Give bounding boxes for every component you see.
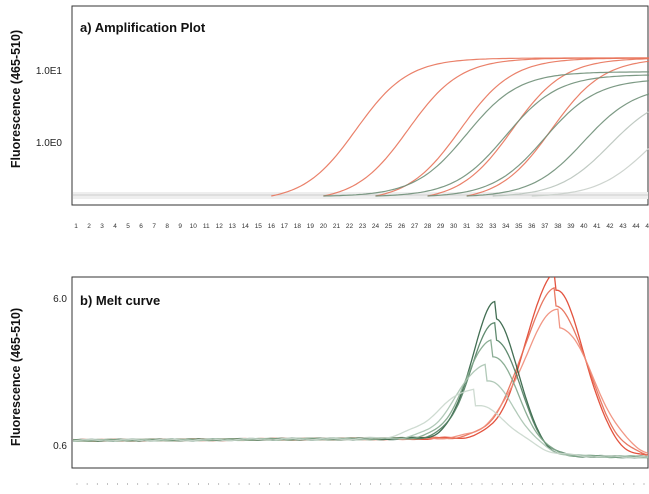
amplification-x-tick-label: 4	[113, 223, 117, 230]
amplification-x-tick-label: 5	[126, 223, 130, 230]
amplification-x-tick-label: 26	[398, 223, 406, 230]
amplification-x-tick-label: 41	[593, 223, 601, 230]
amplification-x-tick-label: 45	[645, 223, 649, 230]
amplification-x-tick-label: 35	[515, 223, 523, 230]
amplification-x-tick-label: 11	[203, 223, 210, 230]
amplification-x-tick-label: 25	[385, 223, 393, 230]
amplification-x-tick-label: 6	[139, 223, 143, 230]
amplification-x-tick-label: 43	[619, 223, 627, 230]
melt-y-tick-upper: 6.0	[53, 294, 67, 305]
amplification-x-tick-label: 36	[528, 223, 536, 230]
amplification-series-line	[323, 71, 649, 197]
amplification-x-tick-label: 19	[307, 223, 315, 230]
amplification-x-tick-label: 15	[255, 223, 263, 230]
amplification-x-tick-label: 12	[216, 223, 224, 230]
amplification-series-line	[375, 57, 649, 197]
amplification-x-tick-label: 28	[424, 223, 432, 230]
amplification-x-tick-label: 20	[320, 223, 328, 230]
amplification-plot-title: a) Amplification Plot	[80, 20, 206, 35]
amplification-x-tick-label: 16	[268, 223, 276, 230]
amplification-x-tick-label: 27	[411, 223, 419, 230]
amplification-series-line	[492, 110, 649, 197]
amplification-x-tick-label: 39	[567, 223, 575, 230]
melt-series-line	[72, 388, 648, 459]
amplification-x-tick-label: 34	[502, 223, 510, 230]
amplification-x-tick-label: 33	[489, 223, 497, 230]
amplification-series-line	[427, 58, 649, 197]
amplification-x-tick-label: 23	[359, 223, 367, 230]
amplification-series-line	[466, 60, 649, 197]
melt-series-line	[72, 363, 649, 459]
melt-curve-title: b) Melt curve	[80, 293, 161, 308]
amplification-x-tick-label: 31	[463, 223, 471, 230]
amplification-x-tick-label: 44	[632, 223, 640, 230]
amplification-x-tick-label: 38	[554, 223, 562, 230]
amplification-x-tick-label: 29	[437, 223, 445, 230]
amplification-x-tick-label: 22	[346, 223, 354, 230]
amplification-x-tick-label: 9	[178, 223, 182, 230]
amplification-x-tick-label: 2	[87, 223, 91, 230]
melt-plot-frame	[71, 276, 649, 469]
amplification-x-tick-label: 3	[100, 223, 104, 230]
amplification-y-tick-upper: 1.0E1	[35, 66, 62, 77]
amplification-x-tick-label: 7	[152, 223, 156, 230]
amplification-series-line	[466, 93, 649, 197]
amplification-x-tick-label: 18	[294, 223, 302, 230]
amplification-x-tick-label: 30	[450, 223, 458, 230]
amplification-series-line	[375, 74, 649, 197]
amplification-x-tick-label: 40	[580, 223, 588, 230]
amplification-x-tick-label: 13	[229, 223, 237, 230]
amplification-x-tick-label: 21	[333, 223, 341, 230]
amplification-x-tick-label: 42	[606, 223, 614, 230]
amplification-x-tick-label: 1	[74, 223, 78, 230]
amplification-x-tick-label: 37	[541, 223, 549, 230]
amplification-x-tick-label: 10	[190, 223, 198, 230]
amplification-x-tick-label: 32	[476, 223, 484, 230]
melt-y-tick-lower: 0.6	[53, 441, 67, 452]
amplification-plot-frame	[71, 5, 649, 206]
amplification-series-line	[531, 147, 649, 197]
amplification-x-tick-label: 8	[165, 223, 169, 230]
amplification-x-tick-label: 17	[281, 223, 289, 230]
amplification-x-tick-label: 24	[372, 223, 380, 230]
amplification-y-tick-lower: 1.0E0	[35, 138, 62, 149]
amplification-series-line	[427, 80, 649, 197]
amplification-x-tick-label: 14	[242, 223, 250, 230]
